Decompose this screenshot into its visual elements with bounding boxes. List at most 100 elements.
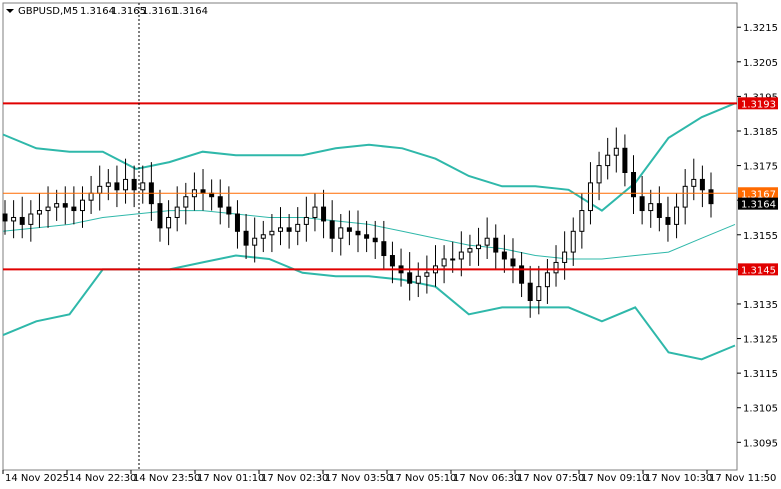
candle-body [97, 185, 103, 194]
candle-body [389, 255, 395, 267]
x-tick-label: 17 Nov 11:50 [709, 473, 776, 484]
candle-body [243, 230, 249, 246]
candle-body [62, 203, 68, 208]
candle-body [484, 237, 490, 246]
candle-body [54, 203, 60, 208]
candle-body [372, 237, 378, 243]
candle-body [501, 251, 507, 260]
price-tag-box [738, 263, 778, 276]
candle-body [450, 258, 456, 261]
candle-body [415, 275, 421, 284]
candle-body [131, 178, 137, 191]
candle-body [295, 223, 301, 232]
x-tick-label: 17 Nov 03:50 [325, 473, 392, 484]
price-tag-label: 1.3164 [741, 200, 776, 211]
candle-body [458, 251, 464, 260]
candle-body [622, 147, 628, 174]
candle-body [226, 206, 232, 215]
candle-body [329, 220, 335, 239]
candle-body [467, 248, 473, 253]
candle-body [312, 206, 318, 218]
price-tag-box [738, 97, 778, 110]
chart-header: GBPUSD,M5 1.3164 1.3165 1.3161 1.3164 [6, 6, 208, 17]
candle-body [493, 237, 499, 253]
chart-menu-icon[interactable] [6, 9, 14, 13]
candle-body [217, 196, 223, 208]
candle-body [544, 272, 550, 288]
candle-body [2, 213, 8, 222]
price-tag-label: 1.3167 [741, 189, 776, 200]
x-tick-label: 17 Nov 07:50 [517, 473, 584, 484]
x-tick-label: 17 Nov 05:10 [389, 473, 456, 484]
x-tick-label: 17 Nov 09:10 [581, 473, 648, 484]
candle-body [286, 227, 292, 232]
x-tick-label: 17 Nov 01:10 [197, 473, 264, 484]
candle-body [269, 230, 275, 236]
price-tag-label: 1.3193 [741, 99, 776, 110]
x-tick-label: 14 Nov 22:30 [69, 473, 136, 484]
candle-body [45, 206, 51, 212]
candle-body [536, 286, 542, 301]
candle-body [303, 216, 309, 225]
y-tick-label: 1.3185 [743, 127, 778, 138]
x-tick-label: 17 Nov 10:30 [645, 473, 712, 484]
candle-body [631, 172, 637, 198]
chart-header-close: 1.3164 [173, 6, 208, 17]
candle-body [19, 216, 25, 225]
candle-body [527, 282, 533, 301]
candle-body [699, 178, 705, 191]
candle-body [278, 227, 284, 232]
candle-body [364, 234, 370, 239]
candle-body [123, 178, 129, 191]
y-tick-label: 1.3125 [743, 335, 778, 346]
candle-body [424, 272, 430, 277]
candle-body [605, 154, 611, 167]
candle-body [579, 210, 585, 232]
plot-area [2, 2, 738, 471]
candle-body [381, 241, 387, 257]
price-tag-box [738, 197, 778, 210]
candle-body [174, 206, 180, 218]
candle-body [656, 203, 662, 218]
candle-body [140, 182, 146, 191]
candle-body [665, 216, 671, 225]
candle-body [674, 206, 680, 225]
price-tag-label: 1.3145 [741, 265, 776, 276]
candle-body [321, 206, 327, 222]
candle-body [338, 227, 344, 239]
y-tick-label: 1.3155 [743, 231, 778, 242]
candle-body [682, 185, 688, 208]
candle-body [209, 192, 215, 198]
middle-band [2, 210, 736, 260]
candle-body [234, 213, 240, 232]
candle-body [88, 192, 94, 201]
candle-body [596, 165, 602, 184]
chart-header-high: 1.3165 [111, 6, 146, 17]
candle-body [613, 147, 619, 156]
candle-body [553, 261, 559, 274]
candle-body [166, 216, 172, 229]
levels [3, 102, 737, 271]
y-tick-label: 1.3115 [743, 369, 778, 380]
candle-body [71, 206, 77, 212]
x-tick-label: 17 Nov 06:30 [453, 473, 520, 484]
candle-body [587, 182, 593, 212]
candle-body [79, 199, 85, 212]
y-tick-label: 1.3205 [743, 58, 778, 69]
candle-body [105, 182, 111, 187]
y-tick-label: 1.3215 [743, 23, 778, 34]
upper-band [2, 102, 736, 212]
candle-body [691, 178, 697, 187]
x-tick-label: 14 Nov 2025 [5, 473, 69, 484]
price-tag-box [738, 187, 778, 200]
candle-body [36, 210, 42, 215]
candle-body [346, 227, 352, 232]
y-tick-label: 1.3095 [743, 438, 778, 449]
candle-body [114, 182, 120, 191]
candle-body [200, 189, 206, 194]
candle-body [157, 203, 163, 229]
candle-body [708, 189, 714, 205]
